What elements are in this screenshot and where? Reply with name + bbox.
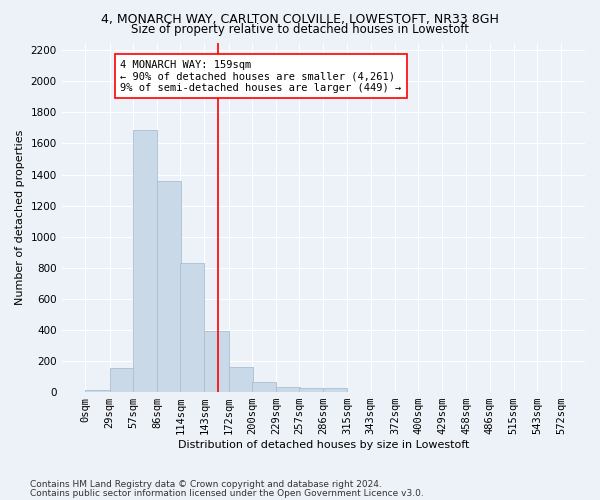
Bar bbox=[205, 332, 229, 392]
X-axis label: Distribution of detached houses by size in Lowestoft: Distribution of detached houses by size … bbox=[178, 440, 469, 450]
Text: Contains public sector information licensed under the Open Government Licence v3: Contains public sector information licen… bbox=[30, 488, 424, 498]
Bar bbox=[180, 263, 205, 392]
Text: 4, MONARCH WAY, CARLTON COLVILLE, LOWESTOFT, NR33 8GH: 4, MONARCH WAY, CARLTON COLVILLE, LOWEST… bbox=[101, 12, 499, 26]
Bar bbox=[229, 367, 253, 392]
Text: Contains HM Land Registry data © Crown copyright and database right 2024.: Contains HM Land Registry data © Crown c… bbox=[30, 480, 382, 489]
Bar bbox=[299, 388, 323, 392]
Bar bbox=[157, 181, 181, 392]
Bar bbox=[85, 390, 110, 392]
Text: Size of property relative to detached houses in Lowestoft: Size of property relative to detached ho… bbox=[131, 22, 469, 36]
Bar bbox=[323, 388, 347, 392]
Y-axis label: Number of detached properties: Number of detached properties bbox=[15, 130, 25, 305]
Bar bbox=[133, 130, 157, 392]
Bar bbox=[252, 382, 276, 392]
Text: 4 MONARCH WAY: 159sqm
← 90% of detached houses are smaller (4,261)
9% of semi-de: 4 MONARCH WAY: 159sqm ← 90% of detached … bbox=[121, 60, 401, 93]
Bar bbox=[276, 386, 300, 392]
Bar bbox=[110, 368, 134, 392]
